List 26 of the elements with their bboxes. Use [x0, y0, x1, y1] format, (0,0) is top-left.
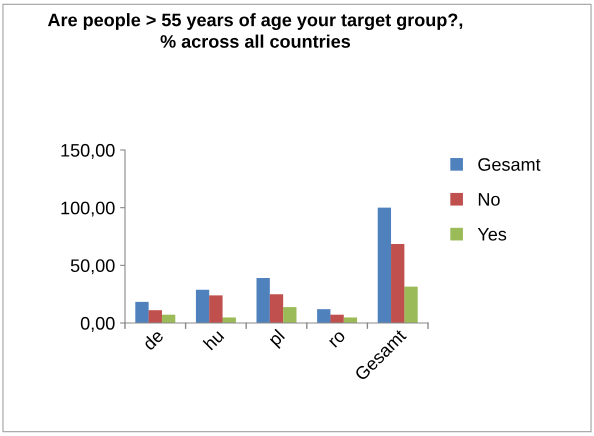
x-tick-label: ro	[328, 330, 346, 348]
y-tick-label: 150,00	[61, 144, 115, 159]
bar	[209, 295, 223, 323]
legend-label: Gesamt	[478, 158, 540, 171]
x-tick-label: hu	[202, 328, 224, 351]
bar	[148, 310, 162, 323]
bar	[330, 314, 344, 323]
bar	[222, 317, 236, 323]
bar	[378, 208, 392, 323]
chart-title: Are people > 55 years of age your target group?, % across all countries	[48, 13, 462, 48]
legend-label: No	[478, 193, 500, 206]
legend-label: Yes	[478, 228, 506, 241]
bar	[256, 278, 270, 323]
y-tick-label: 100,00	[61, 202, 115, 217]
bar	[391, 244, 404, 323]
bar	[283, 307, 296, 323]
bar	[270, 294, 284, 323]
bar	[404, 286, 418, 323]
x-tick-label: pl	[267, 328, 288, 349]
x-tick-label: de	[142, 328, 164, 351]
bar	[317, 309, 330, 323]
y-tick-label: 50,00	[70, 259, 115, 274]
bar	[135, 302, 149, 323]
bar	[196, 290, 210, 323]
y-tick-label: 0,00	[80, 316, 115, 332]
bar	[162, 314, 176, 323]
